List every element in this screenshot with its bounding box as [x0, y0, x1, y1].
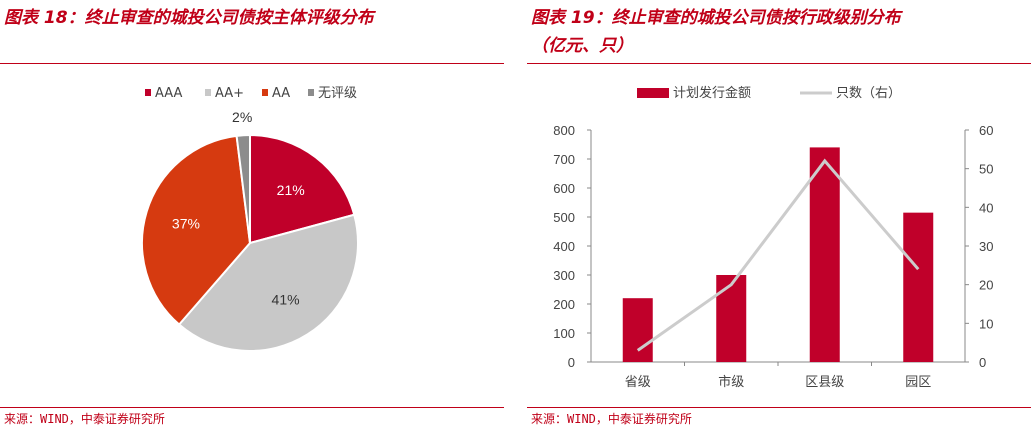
line-series	[636, 158, 920, 352]
chart19-title-line1: 图表 19：终止审查的城投公司债按行政级别分布	[531, 8, 901, 28]
x-category-label: 市级	[718, 374, 744, 390]
legend-label: AAA	[155, 86, 183, 101]
pie-chart: AAA AA+ AA 无评级 21% 41% 37% 2%	[141, 86, 359, 352]
bar-省级	[622, 298, 653, 362]
pie-data-label: 21%	[277, 182, 305, 198]
pie-data-label: 41%	[272, 292, 300, 308]
pie-slices	[141, 133, 359, 352]
y-tick-label: 200	[553, 297, 575, 312]
pie-slice-无评级	[235, 133, 251, 244]
left-chart-panel: 图表 18：终止审查的城投公司债按主体评级分布 AAA AA+ AA 无评级 21% 4…	[0, 0, 508, 433]
y-tick-label: 500	[553, 210, 575, 225]
y2-tick-label: 30	[979, 239, 993, 254]
pie-data-label: 37%	[172, 216, 200, 232]
legend-swatch	[205, 89, 211, 96]
legend-label: 无评级	[318, 86, 357, 101]
right-chart-panel: 图表 19：终止审查的城投公司债按行政级别分布 （亿元、只） 计划发行金额 只数（…	[527, 0, 1035, 433]
legend-swatch	[145, 89, 151, 96]
x-category-label: 区县级	[805, 375, 844, 390]
bar-line-chart: 计划发行金额 只数（右） 0 100 200 300 400 500 600 700 800 0 10…	[553, 85, 993, 390]
y-tick-label: 300	[553, 268, 575, 283]
y-tick-label: 400	[553, 239, 575, 254]
pie-data-label: 2%	[232, 109, 252, 125]
pie-legend: AAA AA+ AA 无评级	[145, 86, 357, 101]
y-tick-label: 100	[553, 326, 575, 341]
pie-labels: 21% 41% 37% 2%	[172, 109, 305, 307]
bar-series	[622, 147, 934, 362]
y2-tick-label: 50	[979, 162, 993, 177]
count-line	[636, 158, 920, 352]
y-tick-label: 800	[553, 123, 575, 138]
legend-swatch	[262, 89, 268, 96]
bar-园区	[903, 212, 934, 362]
y2-tick-label: 20	[979, 278, 993, 293]
legend-label: 计划发行金额	[673, 85, 751, 101]
y2-tick-label: 10	[979, 316, 993, 331]
legend-swatch	[308, 89, 314, 96]
chart19-source: 来源：WIND，中泰证券研究所	[531, 412, 692, 426]
y-tick-label: 700	[553, 152, 575, 167]
legend-label: AA	[272, 86, 290, 101]
pie-slice-AAA	[249, 133, 356, 245]
y2-tick-label: 40	[979, 200, 993, 215]
source-divider	[527, 407, 1031, 408]
legend-label: 只数（右）	[836, 86, 901, 101]
y-tick-label: 0	[568, 355, 575, 370]
bar-区县级	[809, 147, 840, 362]
x-category-label: 园区	[905, 375, 931, 390]
source-divider	[0, 407, 504, 408]
bar-legend: 计划发行金额 只数（右）	[637, 85, 901, 101]
title-underline	[0, 63, 504, 64]
y2-tick-label: 60	[979, 123, 993, 138]
x-category-label: 省级	[625, 375, 651, 390]
y2-tick-label: 0	[979, 355, 986, 370]
pie-slice-AA	[141, 134, 252, 326]
legend-label: AA+	[215, 86, 244, 101]
legend-swatch-bar	[637, 88, 669, 98]
bar-市级	[716, 275, 747, 362]
pie-slice-AA+	[177, 213, 359, 352]
title-underline	[527, 63, 1031, 64]
chart18-title: 图表 18：终止审查的城投公司债按主体评级分布	[4, 8, 374, 28]
chart19-title-line2: （亿元、只）	[531, 36, 633, 56]
chart-axes: 0 100 200 300 400 500 600 700 800 0 10 20 30 40 50 60 省级…	[553, 123, 993, 390]
y-tick-label: 600	[553, 181, 575, 196]
chart18-source: 来源：WIND，中泰证券研究所	[4, 412, 165, 426]
